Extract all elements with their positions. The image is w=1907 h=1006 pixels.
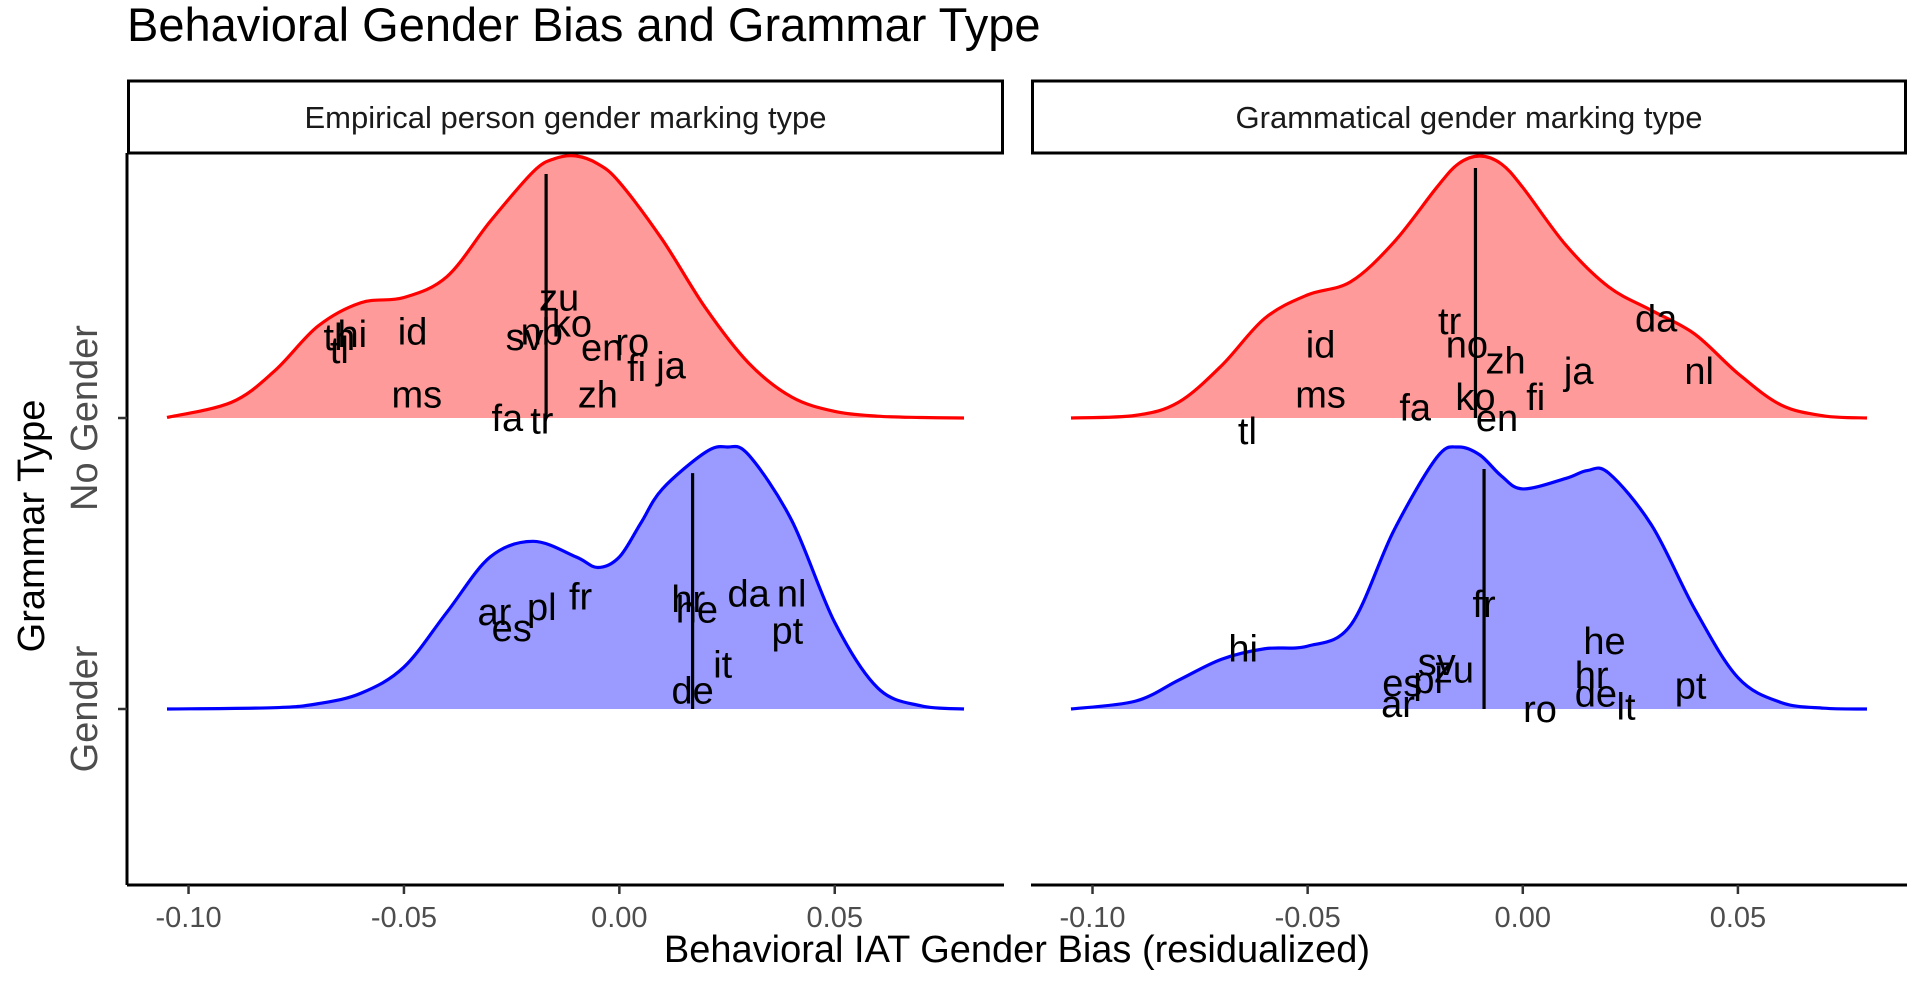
language-label: da [727, 574, 770, 616]
language-label: tr [1438, 301, 1462, 343]
facet-panel: Empirical person gender marking type ar pl… [64, 79, 1004, 934]
language-label: pl [527, 587, 557, 629]
language-label: id [398, 312, 428, 354]
x-tick-label: 0.00 [591, 902, 647, 934]
language-label: ms [1295, 374, 1346, 416]
language-label: ja [1563, 351, 1594, 393]
density-line [166, 444, 965, 711]
language-label: ar [1381, 684, 1415, 726]
language-label: fa [1399, 388, 1432, 430]
language-label: it [713, 644, 732, 686]
language-label: da [1635, 298, 1678, 340]
language-label: pl [1413, 660, 1443, 702]
language-label: fi [1526, 377, 1545, 419]
language-label: zh [1486, 340, 1526, 382]
language-label: id [1306, 325, 1336, 367]
language-label: nb [521, 312, 563, 354]
language-label: lt [1617, 686, 1636, 728]
language-label: pt [1675, 665, 1707, 707]
x-tick-label: 0.05 [807, 902, 863, 934]
y-tick-label: Gender [64, 645, 106, 772]
y-tick-label: No Gender [64, 325, 106, 511]
language-label: de [1575, 673, 1617, 715]
language-label: fi [627, 348, 646, 390]
language-label: ms [392, 374, 443, 416]
facet-strip-label: Empirical person gender marking type [304, 100, 826, 135]
language-label: zu [539, 277, 579, 319]
language-label: fa [491, 398, 524, 440]
language-label: ja [655, 346, 686, 388]
language-label: nl [777, 574, 807, 616]
language-label: es [1382, 663, 1422, 705]
language-label: es [492, 608, 532, 650]
language-label: ro [1523, 689, 1557, 731]
language-label: no [1446, 325, 1488, 367]
language-label: tr [530, 401, 554, 443]
language-label: sv [1418, 642, 1456, 684]
facet-strip [127, 79, 1004, 155]
language-label: zu [1434, 650, 1474, 692]
y-axis-title: Grammar Type [11, 400, 53, 653]
x-tick-label: -0.05 [1275, 902, 1341, 934]
language-label: he [1583, 621, 1625, 663]
language-label: tl [1238, 411, 1257, 453]
language-label: ro [615, 322, 649, 364]
language-label: de [671, 671, 713, 713]
x-tick-label: -0.10 [1059, 902, 1125, 934]
language-label: ar [478, 592, 512, 634]
language-label: th [323, 317, 355, 359]
language-label: hi [337, 314, 367, 356]
language-label: sv [506, 317, 544, 359]
language-label: fr [1472, 584, 1496, 626]
language-label: ko [552, 304, 592, 346]
density-line [1070, 445, 1868, 711]
density-area [167, 446, 964, 709]
density-area [1071, 446, 1867, 709]
density-line [1070, 154, 1868, 420]
language-label: ko [1455, 377, 1495, 419]
language-label: hr [1575, 655, 1609, 697]
language-label: en [581, 327, 623, 369]
density-line [166, 154, 965, 420]
x-tick-label: 0.00 [1495, 902, 1551, 934]
language-label: zh [578, 374, 618, 416]
language-label: fr [569, 576, 593, 618]
language-label: nl [1684, 351, 1714, 393]
language-label: hr [671, 579, 705, 621]
density-area [1071, 156, 1867, 418]
x-axis-title: Behavioral IAT Gender Bias (residualized… [664, 929, 1370, 971]
language-label: en [1476, 398, 1518, 440]
facet-strip [1031, 79, 1907, 155]
chart-title: Behavioral Gender Bias and Grammar Type [127, 0, 1040, 51]
facet-strip-label: Grammatical gender marking type [1236, 100, 1703, 135]
x-tick-label: 0.05 [1710, 902, 1766, 934]
language-label: hi [1228, 629, 1258, 671]
language-label: pt [772, 610, 804, 652]
language-label: tl [330, 330, 349, 372]
x-tick-label: -0.10 [155, 902, 221, 934]
x-tick-label: -0.05 [371, 902, 437, 934]
density-area [167, 155, 964, 419]
language-label: he [676, 589, 718, 631]
